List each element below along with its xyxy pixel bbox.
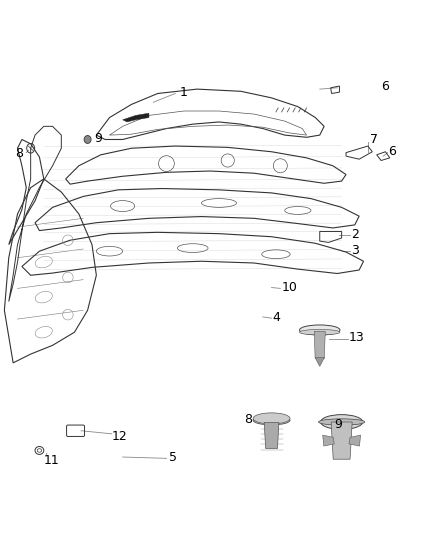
Text: 6: 6 (381, 80, 389, 93)
Polygon shape (323, 435, 334, 446)
Polygon shape (314, 332, 325, 359)
Text: 5: 5 (169, 451, 177, 464)
Text: 9: 9 (94, 132, 102, 145)
Text: 7: 7 (370, 133, 378, 146)
Text: 6: 6 (389, 146, 396, 158)
Polygon shape (123, 113, 149, 122)
Ellipse shape (318, 419, 365, 425)
Text: 11: 11 (44, 454, 60, 466)
Ellipse shape (321, 415, 363, 430)
Ellipse shape (253, 413, 290, 424)
Text: 12: 12 (112, 430, 127, 443)
Polygon shape (349, 435, 360, 446)
Ellipse shape (300, 325, 340, 335)
Ellipse shape (253, 416, 290, 425)
Ellipse shape (300, 329, 340, 335)
Polygon shape (264, 423, 279, 449)
Text: 9: 9 (334, 418, 342, 431)
Text: 1: 1 (180, 86, 187, 99)
Polygon shape (331, 422, 352, 459)
Text: 13: 13 (349, 332, 365, 344)
Text: 8: 8 (15, 147, 23, 160)
Polygon shape (315, 358, 324, 366)
Ellipse shape (84, 135, 91, 143)
Text: 3: 3 (351, 244, 359, 257)
Text: 8: 8 (244, 413, 252, 426)
Text: 4: 4 (272, 311, 280, 324)
Text: 2: 2 (351, 228, 359, 240)
Text: 10: 10 (281, 281, 297, 294)
